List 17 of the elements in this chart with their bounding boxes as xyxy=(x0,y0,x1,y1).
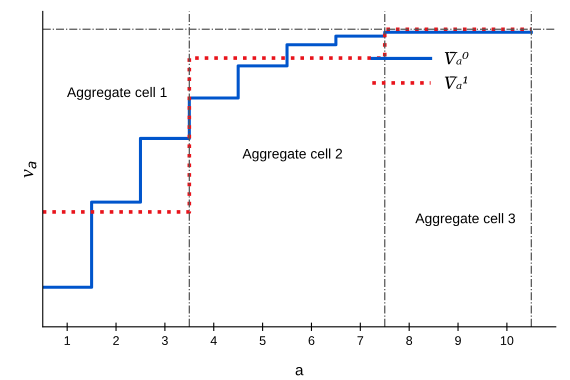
annotation: Aggregate cell 1 xyxy=(66,86,167,100)
x-tick-label: 5 xyxy=(260,336,266,346)
x-tick-label: 4 xyxy=(210,336,217,345)
y-axis-title: v$_{a}$ xyxy=(24,162,36,178)
x-tick-label: 3 xyxy=(162,336,168,346)
legend-label: V̄ₐ⁰ xyxy=(444,52,468,64)
x-tick-label: 6 xyxy=(308,336,314,346)
annotation: Aggregate cell 3 xyxy=(415,213,516,226)
x-tick-label: 8 xyxy=(406,336,412,346)
x-tick-label: 9 xyxy=(455,336,461,346)
x-tick-label: 7 xyxy=(357,336,364,345)
x-tick-label: 2 xyxy=(113,336,119,345)
x-tick-label: 1 xyxy=(64,336,70,345)
annotation: Aggregate cell 2 xyxy=(242,148,342,162)
x-tick-label: 10 xyxy=(500,336,514,346)
legend-label: V̄ₐ¹ xyxy=(444,76,468,89)
x-axis-title: a xyxy=(296,366,304,376)
